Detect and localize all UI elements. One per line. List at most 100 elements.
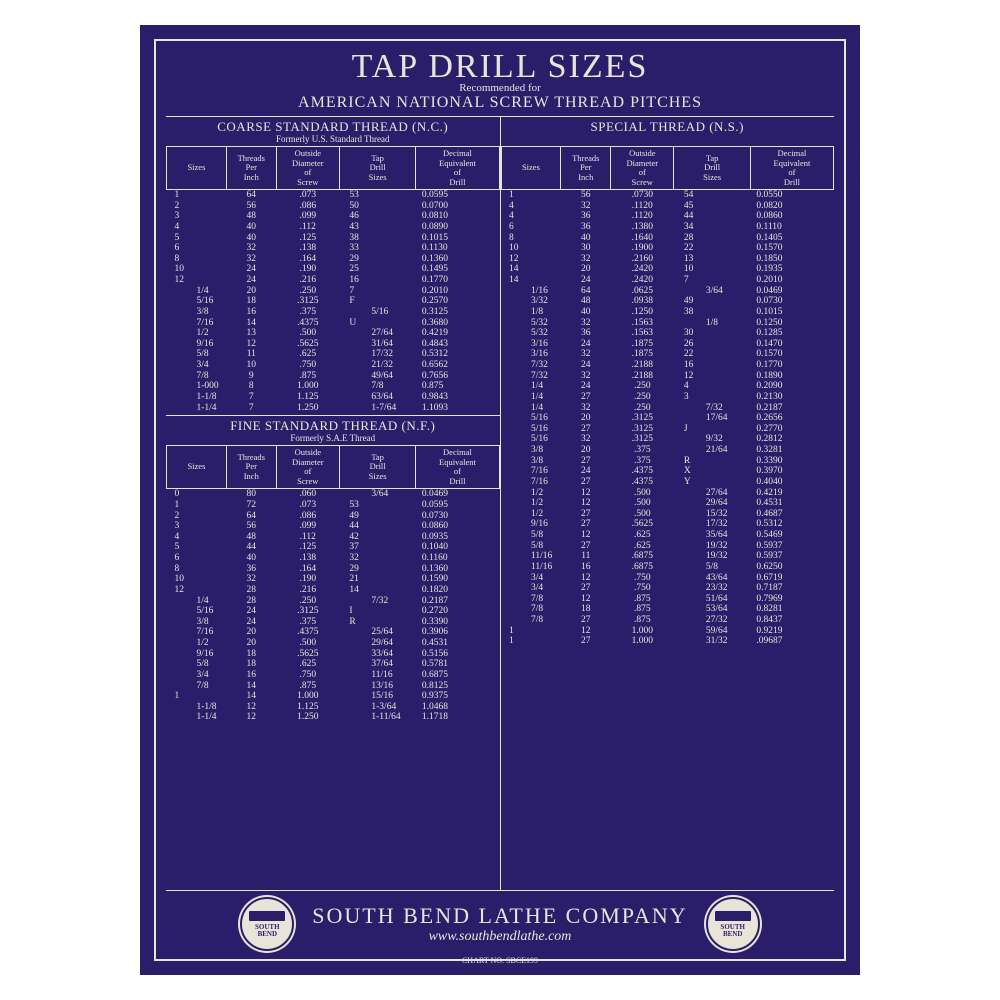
cell: 16 [226, 670, 276, 681]
cell: 56 [226, 521, 276, 532]
cell: .375 [276, 617, 339, 628]
cell: 1-1/4 [167, 403, 227, 414]
cell: 20 [561, 445, 611, 456]
table-row: 1420.2420100.1935 [501, 264, 834, 275]
cell: 27/64 [339, 328, 415, 339]
cell: 5/32 [501, 328, 561, 339]
cell: 14 [339, 585, 415, 596]
cell: 0.0890 [416, 222, 499, 233]
col-header: TapDrillSizes [674, 147, 750, 190]
cell: 27 [561, 424, 611, 435]
cell: .190 [276, 574, 339, 585]
table-row: 7/1624.4375X0.3970 [501, 466, 834, 477]
cell: 21 [339, 574, 415, 585]
cell: 36 [561, 328, 611, 339]
cell: 18 [561, 604, 611, 615]
cell: 0.0595 [416, 500, 499, 511]
right-column: SPECIAL THREAD (N.S.) SizesThreadsPerInc… [501, 116, 835, 890]
logo-right: SOUTH BEND [706, 897, 760, 951]
cell: 15/32 [674, 509, 750, 520]
cell: .1640 [611, 233, 674, 244]
cell: .5625 [276, 649, 339, 660]
cell: 18 [226, 659, 276, 670]
cell: 29/64 [674, 498, 750, 509]
cell: 44 [674, 211, 750, 222]
cell: 1 [167, 500, 227, 511]
cell: 0.7187 [750, 583, 833, 594]
table-row: 3/816.3755/160.3125 [167, 307, 500, 318]
table-row: 1/1664.06253/640.0469 [501, 286, 834, 297]
cell: 10 [674, 264, 750, 275]
cell: .112 [276, 222, 339, 233]
table-row: 1/420.25070.2010 [167, 286, 500, 297]
cell: 48 [226, 532, 276, 543]
cell: .3125 [611, 424, 674, 435]
cell: 12 [501, 254, 561, 265]
chart-number: CHART NO. SBCE199 [462, 956, 538, 965]
cell: 9/16 [501, 519, 561, 530]
cell: .073 [276, 190, 339, 201]
cell: 0.5937 [750, 551, 833, 562]
cell: 22 [674, 243, 750, 254]
cell: 0.2187 [416, 596, 499, 607]
cell: 6 [501, 222, 561, 233]
cell: 3/32 [501, 296, 561, 307]
cell: 38 [339, 233, 415, 244]
cell: 49/64 [339, 371, 415, 382]
cell: J [674, 424, 750, 435]
cell: 5/8 [167, 659, 227, 670]
cell: 0.1285 [750, 328, 833, 339]
cell: 53 [339, 190, 415, 201]
cell: 1-3/64 [339, 702, 415, 713]
cell: 0.0860 [416, 521, 499, 532]
cell: 32 [561, 254, 611, 265]
cell: .125 [276, 233, 339, 244]
company-name: SOUTH BEND LATHE COMPANY [312, 903, 687, 929]
cell: .6875 [611, 562, 674, 573]
cell: 0.2656 [750, 413, 833, 424]
cell: 10 [167, 264, 227, 275]
title-main: TAP DRILL SIZES [166, 49, 834, 85]
cell: 7/16 [167, 318, 227, 329]
cell: 0.3970 [750, 466, 833, 477]
lathe-icon [715, 911, 751, 921]
cell: 1/4 [501, 381, 561, 392]
table-row: 1232.2160130.1850 [501, 254, 834, 265]
left-column: COARSE STANDARD THREAD (N.C.) Formerly U… [166, 116, 501, 890]
cell: 0.1570 [750, 349, 833, 360]
cell: 0.2130 [750, 392, 833, 403]
table-row: 1024.190250.1495 [167, 264, 500, 275]
cell: .09687 [750, 636, 833, 647]
cell: .750 [611, 583, 674, 594]
table-row: 836.164290.1360 [167, 564, 500, 575]
cell: 7 [674, 275, 750, 286]
table-row: 5/811.62517/320.5312 [167, 349, 500, 360]
cell: .5625 [611, 519, 674, 530]
cell: .164 [276, 254, 339, 265]
cell: 3/4 [167, 670, 227, 681]
col-header: DecimalEquivalentofDrill [416, 446, 499, 489]
cell: .1120 [611, 211, 674, 222]
cell: 40 [226, 233, 276, 244]
table-row: 3/3248.0938490.0730 [501, 296, 834, 307]
cell: 18 [226, 649, 276, 660]
cell: 42 [339, 532, 415, 543]
cell: 0.0730 [750, 296, 833, 307]
cell: 1-000 [167, 381, 227, 392]
cell: 0.3680 [416, 318, 499, 329]
table-row: 540.125380.1015 [167, 233, 500, 244]
cell: 32 [561, 434, 611, 445]
nf-title: FINE STANDARD THREAD (N.F.) Formerly S.A… [166, 415, 500, 446]
col-header: ThreadsPerInch [226, 147, 276, 190]
cell: 3/64 [339, 489, 415, 500]
cell: 7/8 [167, 371, 227, 382]
cell: 5/8 [167, 349, 227, 360]
cell: 1.250 [276, 712, 339, 723]
cell: .3125 [276, 296, 339, 307]
nc-title-text: COARSE STANDARD THREAD (N.C.) [217, 119, 448, 134]
col-header: DecimalEquivalentofDrill [416, 147, 499, 190]
cell: 12 [167, 275, 227, 286]
cell: 14 [501, 275, 561, 286]
cell: 43/64 [674, 573, 750, 584]
cell: 24 [226, 606, 276, 617]
